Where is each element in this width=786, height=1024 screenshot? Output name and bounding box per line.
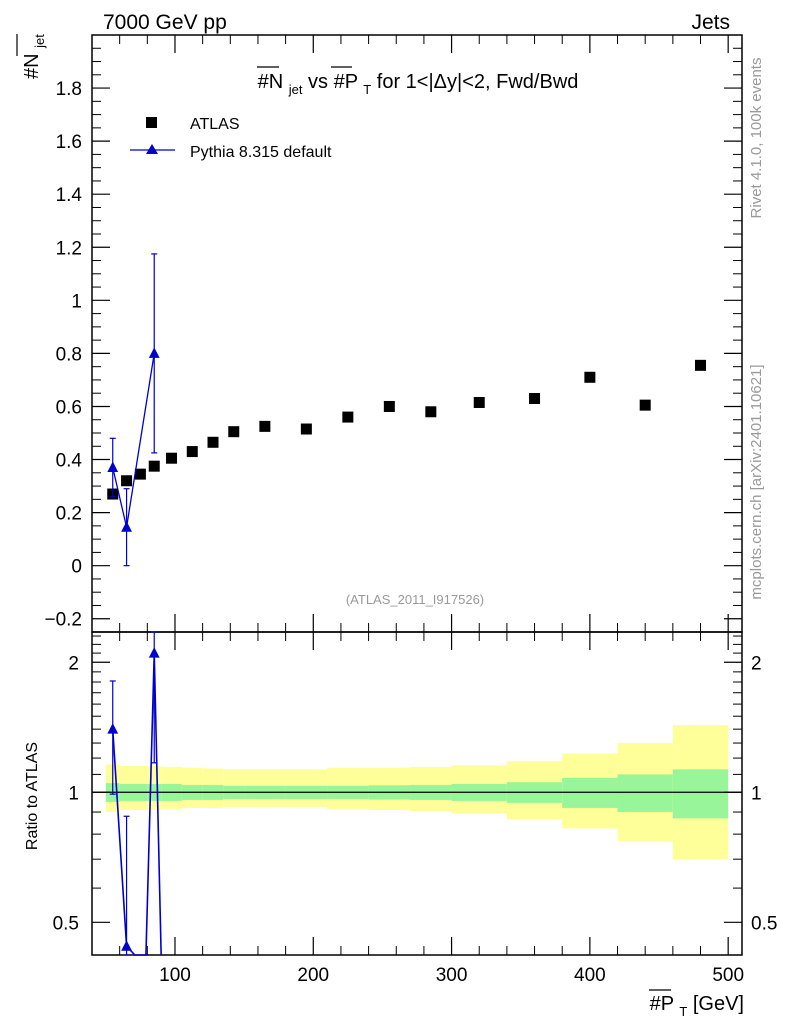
header-group: 7000 GeV pp Jets <box>103 11 730 34</box>
main-ylabel-text: #N jet <box>21 34 47 79</box>
atlas-data-point <box>186 446 198 458</box>
atlas-data-point <box>259 420 271 432</box>
pythia-main-point <box>121 521 132 532</box>
pythia-ratio-point <box>121 940 132 951</box>
ratio-y-tick-label-left: 2 <box>68 653 79 674</box>
pythia-main-point <box>107 461 119 472</box>
main-y-tick-label: 1.2 <box>56 238 82 259</box>
legend: ATLAS Pythia 8.315 default <box>130 116 332 161</box>
main-y-tick-label: 0.8 <box>56 344 82 365</box>
ratio-y-tick-label-right: 2 <box>751 653 762 674</box>
atlas-data-point <box>695 359 707 371</box>
ratio-xlabel-sub: T <box>679 1004 687 1019</box>
chart-title-text: #N jet vs #P T for 1<|Δy|<2, Fwd/Bwd <box>258 71 579 99</box>
ratio-inner-band-segment <box>562 777 618 808</box>
legend-atlas-label: ATLAS <box>190 116 240 133</box>
ratio-panel: 100 200 300 400 500 0.5 0.5 1 1 2 2 <box>53 631 777 986</box>
atlas-data-point <box>529 393 541 405</box>
pythia-main-line <box>112 353 155 528</box>
ratio-y-tick-label-left: 1 <box>68 783 79 804</box>
atlas-data-point <box>134 468 146 480</box>
header-right: Jets <box>691 11 730 34</box>
ratio-x-tick-label: 300 <box>436 965 468 986</box>
ratio-y-tick-label-left: 0.5 <box>53 913 79 934</box>
pythia-ratio-point <box>148 647 160 658</box>
legend-pythia-marker <box>146 144 158 154</box>
main-ylabel: #N jet <box>16 34 47 79</box>
main-y-tick-label: 0 <box>71 557 82 578</box>
analysis-watermark: (ATLAS_2011_I917526) <box>346 592 484 607</box>
main-panel: −0.2 0 0.2 0.4 0.6 0.8 1 1.2 1.4 1.6 1.8 <box>44 34 743 633</box>
atlas-data-point <box>473 396 485 408</box>
ratio-plot-frame <box>91 631 743 956</box>
header-left: 7000 GeV pp <box>103 11 227 34</box>
atlas-data-point <box>342 411 354 423</box>
chart-title: #N jet vs #P T for 1<|Δy|<2, Fwd/Bwd <box>257 66 579 99</box>
pythia-main-point <box>148 347 160 358</box>
ratio-xlabel-text: #P T [GeV] <box>650 993 744 1021</box>
side-labels: Rivet 4.1.0, 100k events mcplots.cern.ch… <box>748 58 765 600</box>
atlas-data-point <box>148 460 160 472</box>
ratio-x-tick-label: 500 <box>712 965 744 986</box>
atlas-data-point <box>166 452 178 464</box>
pythia-ratio-line <box>111 653 162 956</box>
ratio-xlabel-prefix: #P <box>650 993 674 1015</box>
main-ylabel-sub: jet <box>32 34 47 49</box>
ratio-xlabel: #P T [GeV] <box>649 989 744 1021</box>
ratio-x-tick-label: 400 <box>574 965 606 986</box>
chart-title-suffix: for 1<|Δy|<2, Fwd/Bwd <box>377 71 579 93</box>
ratio-y-tick-label-right: 1 <box>751 783 762 804</box>
rivet-label: Rivet 4.1.0, 100k events <box>748 58 765 219</box>
ratio-y-tick-label-right: 0.5 <box>751 913 777 934</box>
main-y-tick-label: 1.4 <box>56 185 83 206</box>
ratio-ylabel-text: Ratio to ATLAS <box>24 742 41 850</box>
atlas-data-point <box>383 400 395 412</box>
main-y-tick-label: 0.2 <box>56 504 82 525</box>
ratio-x-tick-label: 200 <box>297 965 329 986</box>
chart-title-sub2: T <box>363 82 371 97</box>
main-y-tick-label: −0.2 <box>44 610 82 631</box>
main-y-tick-label: 1 <box>71 291 82 312</box>
atlas-data-point <box>207 436 219 448</box>
main-y-tick-label: 1.6 <box>56 132 82 153</box>
legend-pythia-label: Pythia 8.315 default <box>190 144 332 161</box>
chart-title-sub1: jet <box>288 82 303 97</box>
ratio-x-tick-label: 100 <box>159 965 191 986</box>
main-y-tick-label: 0.4 <box>56 451 83 472</box>
atlas-data-point <box>300 423 312 435</box>
atlas-data-point <box>228 426 240 438</box>
ratio-ylabel: Ratio to ATLAS <box>24 742 41 850</box>
main-y-tick-label: 1.8 <box>56 79 82 100</box>
atlas-data-point <box>639 399 651 411</box>
legend-atlas-marker <box>146 117 157 128</box>
atlas-data-point <box>121 475 133 487</box>
pythia-ratio-point <box>107 723 119 734</box>
mcplots-label: mcplots.cern.ch [arXiv:2401.10621] <box>748 364 765 599</box>
ratio-xlabel-suffix: [GeV] <box>693 993 744 1015</box>
ratio-inner-band-segment <box>617 774 673 813</box>
atlas-data-point <box>584 371 596 383</box>
chart-title-middle: vs #P <box>308 71 358 93</box>
main-y-tick-label: 0.6 <box>56 397 82 418</box>
chart-title-prefix: #N <box>258 71 284 93</box>
ratio-inner-band-segment <box>672 769 729 819</box>
atlas-data-point <box>425 406 437 418</box>
main-ylabel-main: #N <box>21 53 43 79</box>
